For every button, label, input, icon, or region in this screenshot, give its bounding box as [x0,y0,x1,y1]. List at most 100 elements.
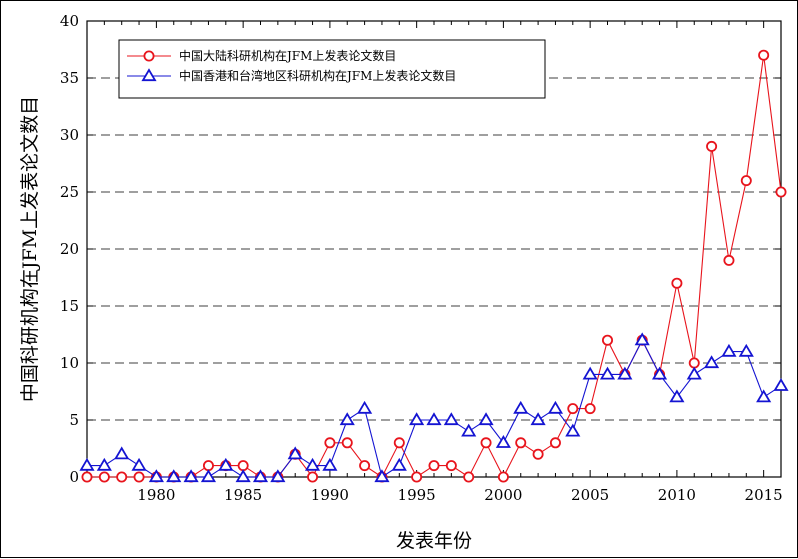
x-tick-label: 1990 [311,486,349,504]
y-tick-label: 40 [60,12,79,30]
data-point-triangle [183,469,199,483]
data-point-triangle [704,355,720,369]
data-point-circle [428,460,440,472]
legend-label: 中国大陆科研机构在JFM上发表论文数目 [179,48,396,63]
data-point-triangle [686,366,702,380]
data-point-circle [307,471,319,483]
legend-box [118,39,546,99]
data-point-triangle [669,389,685,403]
data-point-triangle [79,457,95,471]
x-tick-label: 1980 [137,486,175,504]
data-point-circle [567,403,579,415]
y-tick-label: 30 [60,126,79,144]
data-point-triangle [391,457,407,471]
data-point-circle [740,175,752,187]
legend: 中国大陆科研机构在JFM上发表论文数目中国香港和台湾地区科研机构在JFM上发表论… [118,39,546,99]
data-point-circle [584,403,596,415]
gridlines [87,77,781,421]
y-tick-label: 0 [69,468,79,486]
data-point-triangle [235,469,251,483]
data-point-circle [688,357,700,369]
data-point-triangle [530,412,546,426]
data-point-circle [758,49,770,61]
data-point-triangle [114,446,130,460]
data-point-circle [324,437,336,449]
data-point-triangle [252,469,269,483]
legend-item: 中国香港和台湾地区科研机构在JFM上发表论文数目 [127,68,456,83]
data-point-triangle [495,435,511,448]
y-tick-label: 10 [60,354,79,372]
series-group [79,49,789,483]
data-point-triangle [339,412,355,426]
data-point-circle [411,471,423,483]
x-tick-label: 1995 [398,486,436,504]
x-axis-title: 发表年份 [396,530,472,552]
legend-label: 中国香港和台湾地区科研机构在JFM上发表论文数目 [179,68,456,83]
data-point-triangle [721,343,737,357]
y-tick-label: 15 [60,297,79,315]
data-point-triangle [357,400,373,414]
data-point-circle [532,448,544,460]
series-line [87,338,782,478]
data-point-triangle [461,423,477,437]
data-point-triangle [270,469,286,483]
data-point-triangle [426,412,442,426]
data-point-triangle [374,469,390,483]
data-point-triangle [478,412,494,426]
data-point-triangle [582,366,598,380]
data-point-triangle [409,412,425,426]
data-point-circle [671,277,683,289]
data-point-triangle [148,469,164,483]
series-2 [79,332,789,483]
data-point-circle [723,254,735,266]
data-point-circle [445,460,457,472]
y-tick-label: 20 [60,240,79,258]
data-point-circle [497,471,509,483]
data-point-triangle [617,366,633,380]
data-point-circle [706,140,718,152]
data-point-circle [463,471,475,483]
data-point-circle [341,437,353,449]
data-point-triangle [141,68,157,82]
data-point-triangle [218,457,234,471]
data-point-triangle [547,400,564,414]
data-point-triangle [131,457,147,471]
data-point-circle [202,460,214,472]
data-point-triangle [738,343,754,357]
data-point-circle [602,334,614,346]
data-point-circle [98,471,110,483]
data-point-circle [480,437,492,449]
x-tick-label: 1985 [224,486,262,504]
data-point-triangle [773,378,789,391]
data-point-triangle [200,469,217,483]
data-point-triangle [443,412,459,426]
data-point-circle [81,471,93,483]
data-point-triangle [565,423,581,437]
x-tick-label: 2010 [658,486,696,504]
y-tick-label: 35 [60,69,79,87]
data-point-triangle [651,366,668,380]
data-point-triangle [304,457,321,471]
data-point-triangle [599,366,616,380]
x-tick-label: 2005 [571,486,609,504]
data-point-triangle [634,332,650,346]
x-tick-label: 2000 [484,486,522,504]
data-point-triangle [513,400,529,414]
data-point-circle [133,471,145,483]
data-point-circle [143,50,155,62]
data-point-circle [393,437,405,449]
data-point-circle [549,437,561,449]
axis-ticks: 0 5 10 15 20 25 30 35 40 1980 1985 1990 1995 2000 2005… [60,12,783,504]
data-point-triangle [166,469,182,483]
data-point-circle [775,186,787,198]
data-point-triangle [756,389,772,403]
data-point-circle [515,437,527,449]
data-point-circle [359,460,371,472]
legend-item: 中国大陆科研机构在JFM上发表论文数目 [127,48,396,63]
data-point-triangle [322,457,338,471]
data-point-triangle [96,457,112,471]
x-tick-label: 2015 [745,486,783,504]
y-tick-label: 25 [60,183,79,201]
